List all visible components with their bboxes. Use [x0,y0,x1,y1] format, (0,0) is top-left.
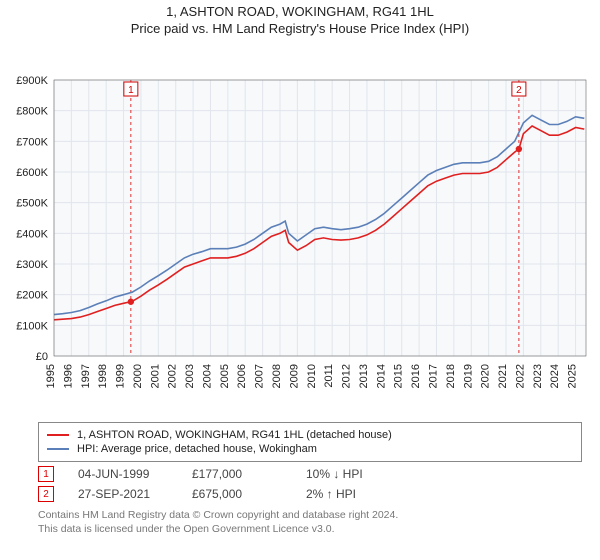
svg-text:1998: 1998 [97,364,109,388]
svg-text:£700K: £700K [16,136,48,148]
legend: 1, ASHTON ROAD, WOKINGHAM, RG41 1HL (det… [38,422,582,462]
svg-text:2003: 2003 [184,364,196,388]
svg-text:2010: 2010 [306,364,318,388]
svg-text:1997: 1997 [80,364,92,388]
legend-swatch [47,434,69,436]
svg-text:2005: 2005 [219,364,231,388]
svg-text:2001: 2001 [149,364,161,388]
svg-text:2009: 2009 [288,364,300,388]
transaction-price: £177,000 [192,467,282,481]
transaction-row: 1 04-JUN-1999 £177,000 10% ↓ HPI [38,466,582,482]
svg-text:1995: 1995 [45,364,57,388]
svg-text:£800K: £800K [16,106,48,118]
svg-text:2: 2 [516,85,522,96]
svg-text:2013: 2013 [358,364,370,388]
transactions-table: 1 04-JUN-1999 £177,000 10% ↓ HPI 2 27-SEP-202… [38,466,582,502]
svg-text:£200K: £200K [16,290,48,302]
transaction-pct: 10% ↓ HPI [306,467,396,481]
chart-container: 1, ASHTON ROAD, WOKINGHAM, RG41 1HL Pric… [0,0,600,560]
svg-text:2014: 2014 [375,364,387,388]
svg-text:2025: 2025 [567,364,579,388]
chart-area: £0 £100K £200K £300K £400K £500K £600K £700K £80… [0,36,600,416]
svg-text:2000: 2000 [132,364,144,388]
svg-text:£300K: £300K [16,259,48,271]
svg-text:2015: 2015 [393,364,405,388]
legend-row: 1, ASHTON ROAD, WOKINGHAM, RG41 1HL (det… [47,429,573,441]
svg-text:2023: 2023 [532,364,544,388]
legend-label: HPI: Average price, detached house, Woki… [77,443,317,455]
transaction-marker: 2 [38,486,54,502]
svg-text:2021: 2021 [497,364,509,388]
svg-text:2007: 2007 [254,364,266,388]
svg-text:2011: 2011 [323,364,335,388]
svg-text:£500K: £500K [16,198,48,210]
svg-text:2019: 2019 [462,364,474,388]
svg-text:2016: 2016 [410,364,422,388]
svg-text:1999: 1999 [115,364,127,388]
transaction-date: 27-SEP-2021 [78,487,168,501]
legend-row: HPI: Average price, detached house, Woki… [47,443,573,455]
svg-text:£600K: £600K [16,167,48,179]
svg-text:2012: 2012 [341,364,353,388]
transaction-price: £675,000 [192,487,282,501]
attribution: Contains HM Land Registry data © Crown c… [38,508,582,536]
svg-text:£900K: £900K [16,75,48,87]
attribution-line1: Contains HM Land Registry data © Crown c… [38,508,582,522]
svg-text:2002: 2002 [167,364,179,388]
chart-svg: £0 £100K £200K £300K £400K £500K £600K £700K £80… [0,36,600,416]
transaction-date: 04-JUN-1999 [78,467,168,481]
transaction-marker: 1 [38,466,54,482]
svg-text:2004: 2004 [201,364,213,388]
svg-text:2022: 2022 [514,364,526,388]
legend-label: 1, ASHTON ROAD, WOKINGHAM, RG41 1HL (det… [77,429,392,441]
svg-text:2024: 2024 [549,364,561,388]
transaction-pct: 2% ↑ HPI [306,487,396,501]
chart-title-subtitle: Price paid vs. HM Land Registry's House … [0,21,600,36]
svg-text:2008: 2008 [271,364,283,388]
svg-text:2020: 2020 [480,364,492,388]
attribution-line2: This data is licensed under the Open Gov… [38,522,582,536]
svg-text:£100K: £100K [16,320,48,332]
svg-text:2006: 2006 [236,364,248,388]
svg-text:1: 1 [128,85,134,96]
transaction-row: 2 27-SEP-2021 £675,000 2% ↑ HPI [38,486,582,502]
svg-text:2018: 2018 [445,364,457,388]
svg-text:£0: £0 [36,351,48,363]
svg-text:2017: 2017 [427,364,439,388]
svg-text:£400K: £400K [16,228,48,240]
legend-swatch [47,448,69,450]
title-area: 1, ASHTON ROAD, WOKINGHAM, RG41 1HL Pric… [0,0,600,36]
svg-text:1996: 1996 [62,364,74,388]
chart-title-address: 1, ASHTON ROAD, WOKINGHAM, RG41 1HL [0,4,600,19]
